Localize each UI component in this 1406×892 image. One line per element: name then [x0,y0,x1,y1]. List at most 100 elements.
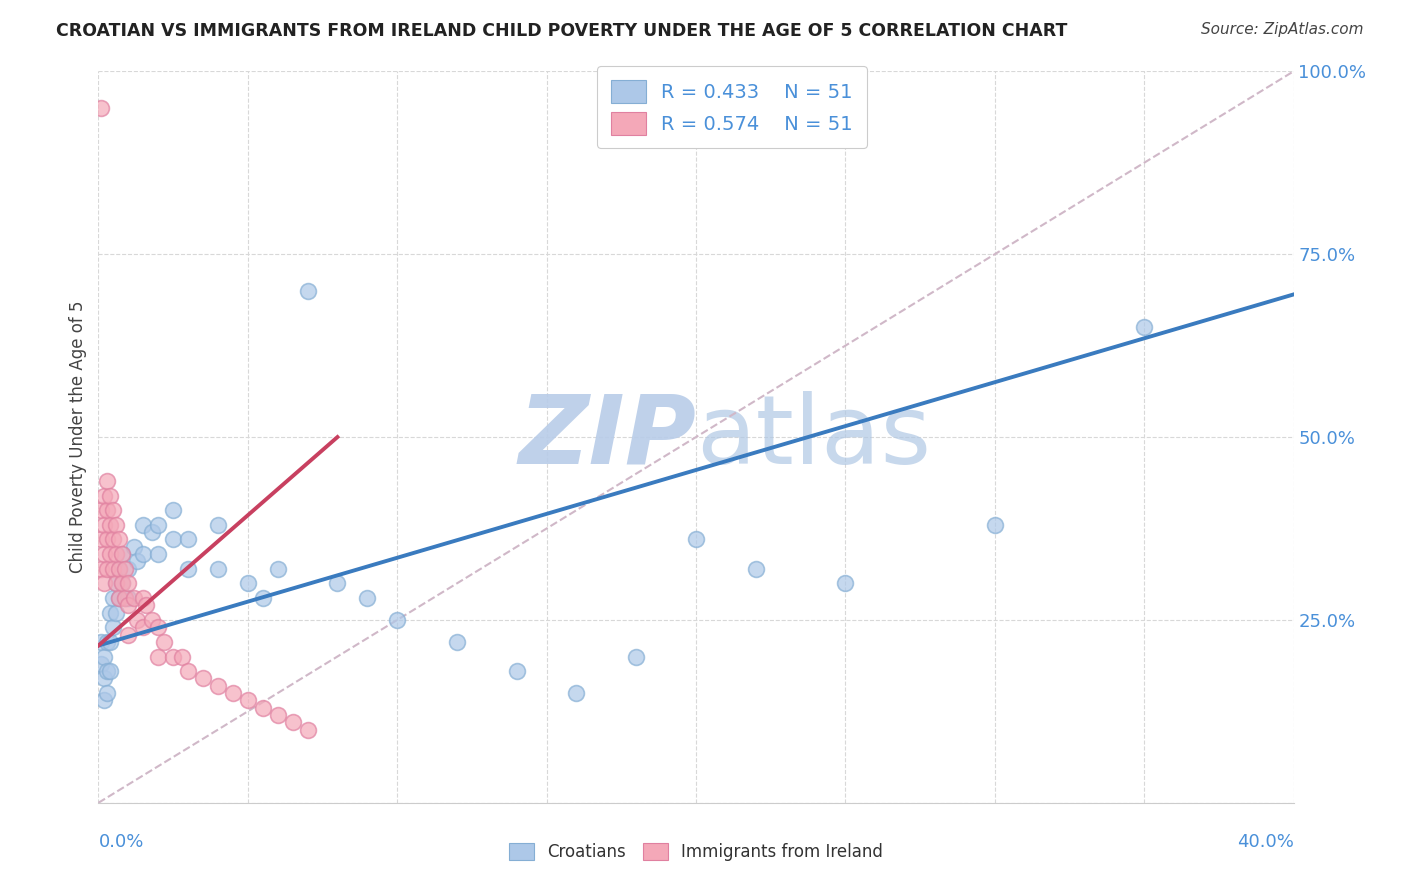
Y-axis label: Child Poverty Under the Age of 5: Child Poverty Under the Age of 5 [69,301,87,574]
Point [96,474,118,488]
Point [108,562,131,576]
Point [93,547,115,561]
Point [162,649,184,664]
Point [132,620,155,634]
Point [93,489,115,503]
Point [96,635,118,649]
Point [162,503,184,517]
Point [132,591,155,605]
Point [267,562,290,576]
Point [685,533,707,547]
Point [98,489,122,503]
Point [93,517,115,532]
Point [148,517,170,532]
Point [98,635,122,649]
Point [96,664,118,678]
Point [162,533,184,547]
Point [93,576,115,591]
Point [117,576,139,591]
Point [1133,320,1156,334]
Point [141,613,163,627]
Point [117,591,139,605]
Point [984,517,1007,532]
Point [108,533,131,547]
Text: Source: ZipAtlas.com: Source: ZipAtlas.com [1201,22,1364,37]
Point [236,576,259,591]
Point [93,672,115,686]
Point [105,547,128,561]
Point [177,562,200,576]
Point [108,591,131,605]
Text: 0.0%: 0.0% [98,833,143,851]
Point [98,517,122,532]
Point [446,635,468,649]
Point [103,620,125,634]
Point [114,591,136,605]
Point [252,591,274,605]
Point [117,599,139,613]
Point [127,613,149,627]
Point [96,686,118,700]
Point [207,679,229,693]
Point [506,664,529,678]
Point [148,620,170,634]
Legend: Croatians, Immigrants from Ireland: Croatians, Immigrants from Ireland [502,836,890,868]
Point [111,547,134,561]
Point [252,700,274,714]
Point [93,693,115,707]
Point [834,576,856,591]
Point [191,672,214,686]
Point [114,591,136,605]
Point [177,533,200,547]
Point [326,576,349,591]
Point [96,503,118,517]
Point [105,517,128,532]
Point [108,591,131,605]
Point [267,708,290,723]
Point [90,533,112,547]
Point [148,547,170,561]
Point [626,649,648,664]
Point [90,635,112,649]
Text: ZIP: ZIP [517,391,696,483]
Point [114,562,136,576]
Point [124,540,146,554]
Point [132,547,155,561]
Point [90,101,112,115]
Point [207,562,229,576]
Point [103,533,125,547]
Point [105,606,128,620]
Point [111,576,134,591]
Point [117,627,139,641]
Point [745,562,768,576]
Point [207,517,229,532]
Point [105,576,128,591]
Point [90,562,112,576]
Point [132,517,155,532]
Point [127,554,149,568]
Point [90,503,112,517]
Text: atlas: atlas [696,391,931,483]
Point [98,606,122,620]
Point [98,547,122,561]
Point [153,635,176,649]
Point [141,525,163,540]
Point [148,649,170,664]
Point [96,562,118,576]
Point [236,693,259,707]
Point [93,649,115,664]
Point [385,613,409,627]
Point [356,591,378,605]
Point [177,664,200,678]
Point [108,562,131,576]
Point [103,503,125,517]
Point [111,547,134,561]
Point [124,591,146,605]
Point [297,284,319,298]
Point [222,686,245,700]
Point [117,562,139,576]
Point [98,664,122,678]
Point [96,533,118,547]
Point [111,576,134,591]
Point [90,657,112,671]
